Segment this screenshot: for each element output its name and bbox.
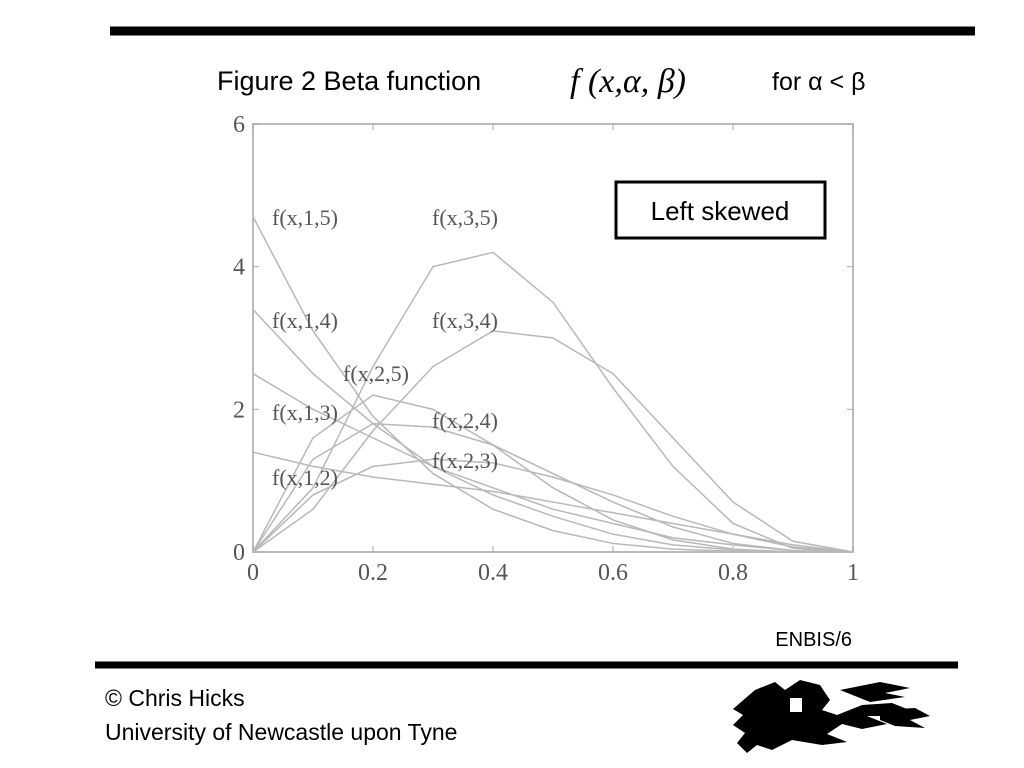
series-line	[252, 330, 854, 553]
series-line	[252, 373, 854, 553]
series-label: f(x,1,2)	[272, 465, 338, 490]
chart-title: Figure 2 Beta function	[217, 66, 481, 96]
series-label: f(x,1,3)	[272, 400, 338, 425]
annotation: Left skewed	[651, 196, 790, 226]
y-tick-label: 0	[233, 540, 245, 566]
series-line	[252, 451, 854, 553]
y-tick-label: 2	[233, 397, 245, 423]
series-label: f(x,1,4)	[272, 308, 338, 333]
title-formula: f (x,α, β)	[570, 63, 686, 100]
x-tick-label: 0.6	[598, 560, 628, 586]
x-tick-label: 0.8	[718, 560, 748, 586]
series-label: f(x,2,5)	[343, 361, 409, 386]
series-line	[252, 251, 854, 553]
series-line	[252, 216, 853, 553]
x-tick-label: 0.2	[358, 560, 388, 586]
x-tick-label: 1	[847, 560, 859, 586]
page-label: ENBIS/6	[775, 629, 852, 651]
y-tick-label: 6	[233, 112, 245, 138]
x-tick-label: 0	[247, 560, 259, 586]
y-tick-label: 4	[233, 255, 245, 281]
footer-line: © Chris Hicks	[105, 685, 245, 711]
title-suffix: for α < β	[772, 68, 865, 96]
x-tick-label: 0.4	[478, 560, 508, 586]
series-label: f(x,3,4)	[432, 308, 498, 333]
series-label: f(x,2,4)	[432, 408, 498, 433]
series-label: f(x,3,5)	[432, 205, 498, 230]
footer-line: University of Newcastle upon Tyne	[105, 719, 457, 745]
series-label: f(x,1,5)	[272, 205, 338, 230]
university-logo	[733, 680, 930, 753]
series-line	[252, 308, 853, 553]
series-label: f(x,2,3)	[432, 448, 498, 473]
plot-frame	[252, 123, 854, 553]
series-line	[252, 394, 853, 553]
series-line	[252, 422, 854, 553]
annotation-box	[614, 180, 827, 240]
